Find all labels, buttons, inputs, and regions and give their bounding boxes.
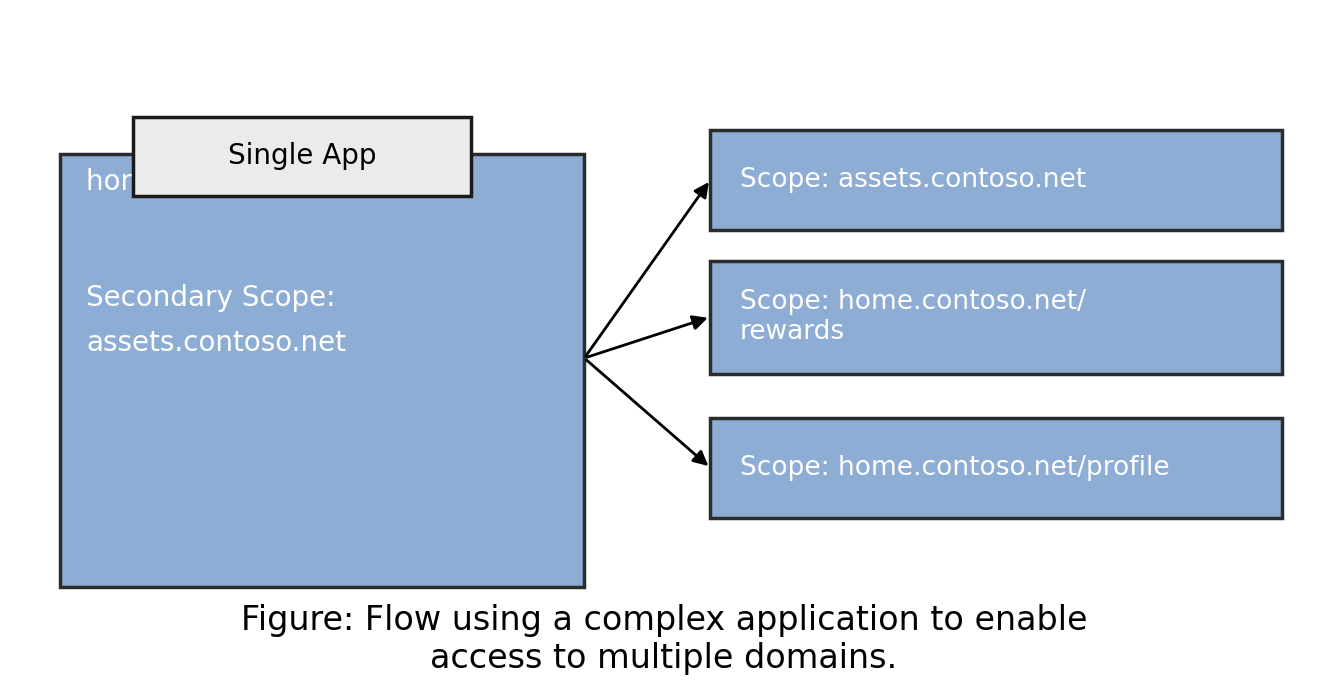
Text: Primary Scope:: Primary Scope: [86, 123, 296, 151]
Bar [710, 261, 1282, 374]
Text: access to multiple domains.: access to multiple domains. [430, 642, 898, 675]
Bar [60, 154, 584, 587]
Text: Scope: assets.contoso.net: Scope: assets.contoso.net [740, 167, 1086, 193]
Text: Figure: Flow using a complex application to enable: Figure: Flow using a complex application… [240, 604, 1088, 637]
Text: home. contoso.net: home. contoso.net [86, 168, 345, 196]
Bar [710, 418, 1282, 518]
Text: Single App: Single App [228, 142, 376, 170]
Text: assets.contoso.net: assets.contoso.net [86, 329, 347, 357]
Text: Scope: home.contoso.net/profile: Scope: home.contoso.net/profile [740, 456, 1170, 481]
Bar [710, 130, 1282, 230]
Text: Scope: home.contoso.net/
rewards: Scope: home.contoso.net/ rewards [740, 289, 1086, 345]
Text: Secondary Scope:: Secondary Scope: [86, 285, 336, 312]
Bar [133, 117, 471, 196]
